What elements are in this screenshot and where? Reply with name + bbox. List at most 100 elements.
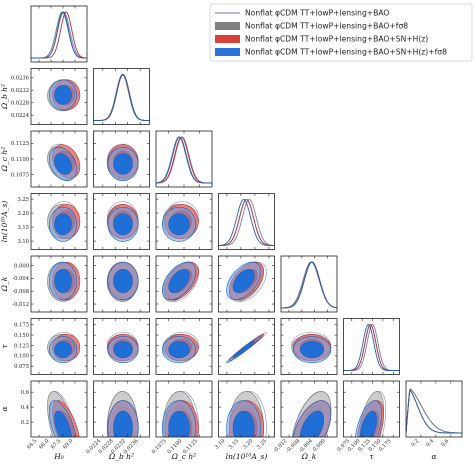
panel-frame (280, 380, 338, 438)
panel-Omega_b h^2-tau (93, 318, 150, 375)
panel-Omega_b h^2-Omega_b h^2 (93, 68, 150, 125)
legend-patch-swatch (215, 48, 240, 56)
marginal-Omega_b h^2-series-3 (93, 74, 150, 121)
contour-Omega_c h^2-tau-series-3-level-1 (168, 341, 190, 359)
y-tick-label: -0.008 (12, 289, 29, 295)
contour-H0-Omega_c h^2-series-3-level-1 (54, 153, 72, 175)
marginal-alpha-series-0 (406, 387, 462, 434)
x-tick-label: 0.6 (440, 438, 450, 448)
contour-Omega_b h^2-ln(10^10 A_s)-series-3-level-1 (113, 213, 133, 236)
x-tick-label: 67.5 (50, 438, 62, 450)
panel-frame (218, 380, 275, 438)
contour-H0-ln(10^10 A_s)-series-3-level-1 (54, 213, 72, 236)
panel-frame (93, 255, 150, 313)
panel-frame (30, 68, 88, 125)
marginal-alpha-series-1 (406, 387, 462, 434)
y-tick-label: 0.0228 (11, 101, 29, 107)
legend: Nonflat φCDM TT+lowP+lensing+BAO Nonflat … (209, 3, 473, 62)
panel-ln(10^10 A_s)-alpha: 3.10 3.15 3.20 3.25 ln(10¹⁰A_s) (214, 380, 275, 461)
panel-tau-tau (343, 318, 400, 375)
y-tick-label: 3.20 (17, 211, 29, 217)
contour-Omega_k-alpha-series-3-level-1 (300, 410, 325, 437)
panel-frame (343, 318, 400, 375)
contour-ln(10^10 A_s)-tau-series-3-level-1 (232, 341, 255, 359)
panel-frame (280, 255, 338, 313)
panel-frame (93, 380, 150, 438)
panel-frame (30, 318, 88, 375)
contour-H0-alpha-series-3-level-1 (54, 410, 72, 437)
x-tick-label: 3.10 (214, 438, 226, 450)
contour-Omega_c h^2-Omega_k-series-3-level-1 (168, 268, 190, 293)
y-tick-label: 0.000 (14, 263, 29, 269)
panel-Omega_k-Omega_k (280, 255, 338, 313)
panel-H0-tau: 0.075 0.100 0.125 0.150 0.175 τ (0, 318, 88, 375)
panel-Omega_b h^2-alpha: 0.02240.02280.02320.0236Ω_b h² (85, 380, 150, 461)
x-axis-label: Ω_b h² (108, 452, 134, 461)
panel-H0-ln(10^10 A_s): 3.10 3.15 3.20 3.25 ln(10¹⁰A_s) (0, 193, 88, 250)
y-tick-label: 0.4 (21, 405, 30, 411)
panel-frame (218, 193, 275, 250)
y-tick-label: 0.150 (14, 333, 29, 339)
marginal-H0-series-3 (31, 11, 87, 59)
contour-H0-tau-series-3-level-1 (54, 341, 72, 359)
y-tick-label: 0.175 (14, 323, 29, 329)
marginal-alpha-series-3 (406, 389, 462, 434)
contour-Omega_c h^2-ln(10^10 A_s)-series-3-level-1 (168, 213, 190, 236)
x-tick-label: 0.000 (312, 438, 327, 453)
y-tick-label: 0.075 (14, 364, 29, 370)
panel-Omega_b h^2-Omega_c h^2 (93, 130, 150, 188)
y-tick-label: 3.15 (17, 225, 29, 231)
marginal-Omega_k-series-0 (281, 261, 337, 309)
marginal-Omega_b h^2-series-2 (93, 74, 150, 121)
panel-frame (405, 380, 463, 438)
marginal-H0-series-1 (31, 11, 87, 59)
x-tick-label: 0.2 (410, 438, 420, 448)
x-axis-label: ln(10¹⁰A_s) (226, 452, 268, 461)
marginal-Omega_k-series-3 (281, 261, 337, 309)
panel-frame (93, 193, 150, 250)
panel-frame (93, 318, 150, 375)
y-axis-label: ln(10¹⁰A_s) (0, 201, 9, 243)
panel-H0-Omega_b h^2: 0.0224 0.0228 0.0232 0.0236Ω_b h² (0, 68, 88, 125)
contour-tau-alpha-series-3-level-1 (359, 410, 377, 437)
legend-box (209, 3, 473, 62)
marginal-ln(10^10 A_s)-series-2 (218, 199, 275, 246)
y-tick-label: 0.1125 (11, 141, 29, 147)
panel-ln(10^10 A_s)-Omega_k (218, 255, 275, 313)
contour-Omega_b h^2-Omega_k-series-3-level-1 (113, 268, 133, 293)
x-axis-label: τ (369, 452, 374, 461)
marginal-alpha-series-2 (406, 389, 462, 434)
marginal-Omega_k-series-2 (281, 261, 337, 309)
x-tick-label: 3.15 (228, 438, 240, 450)
y-tick-label: 0.2 (21, 420, 29, 426)
marginal-Omega_b h^2-series-0 (93, 74, 150, 121)
panel-Omega_c h^2-Omega_k (155, 255, 213, 313)
y-axis-label: Ω_k (0, 276, 9, 292)
marginal-ln(10^10 A_s)-series-3 (218, 199, 275, 246)
panel-frame (343, 380, 400, 438)
x-axis-label: Ω_c h² (171, 452, 196, 461)
panel-frame (280, 318, 338, 375)
panel-ln(10^10 A_s)-ln(10^10 A_s) (218, 193, 275, 250)
legend-label: Nonflat φCDM TT+lowP+lensing+BAO+SN+H(z)… (245, 48, 447, 57)
y-axis-label: τ (0, 344, 9, 349)
y-tick-label: 3.10 (17, 239, 29, 245)
y-tick-label: 0.100 (14, 354, 29, 360)
x-tick-label: 3.20 (242, 438, 254, 450)
y-tick-label: -0.004 (12, 276, 29, 282)
x-tick-label: 64.5 (26, 438, 38, 450)
panel-Omega_c h^2-Omega_c h^2 (155, 130, 213, 188)
x-tick-label: 3.25 (256, 438, 268, 450)
panel-H0-H0 (30, 5, 88, 63)
y-axis-label: α (0, 406, 9, 411)
x-tick-label: 0.4 (425, 438, 436, 449)
panel-frame (30, 380, 88, 438)
panel-frame (30, 255, 88, 313)
panel-Omega_c h^2-tau (155, 318, 213, 375)
panel-ln(10^10 A_s)-tau (218, 318, 275, 375)
y-tick-label: -0.012 (12, 302, 29, 308)
contour-ln(10^10 A_s)-alpha-series-3-level-1 (232, 410, 255, 437)
contour-H0-Omega_k-series-3-level-1 (54, 268, 72, 293)
